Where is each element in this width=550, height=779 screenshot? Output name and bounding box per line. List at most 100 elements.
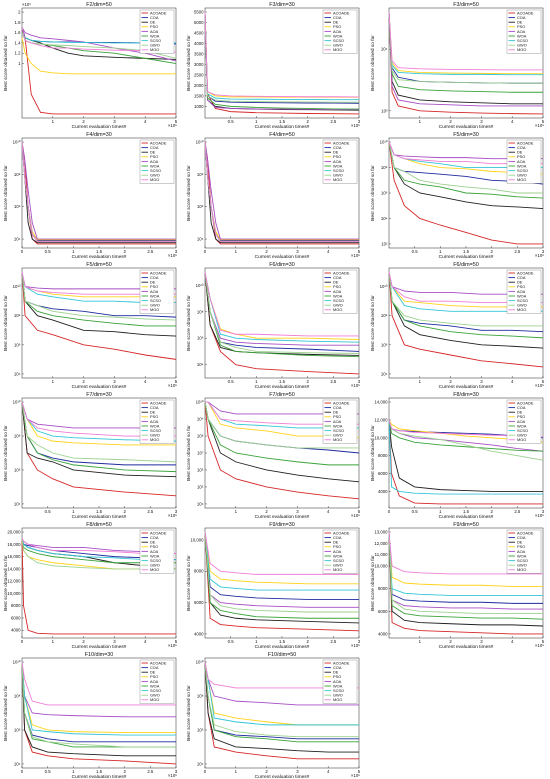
x-tick-label: 1 bbox=[235, 249, 238, 254]
chart-title: F9/dim=50 bbox=[453, 522, 479, 528]
series-line-acoade bbox=[21, 538, 176, 635]
y-axis-label: Best score obtained so far bbox=[370, 555, 376, 611]
x-tick-label: 2 bbox=[82, 119, 85, 124]
y-tick-label: 10¹⁰ bbox=[379, 284, 387, 289]
legend-entry: ACOADE bbox=[333, 10, 350, 15]
y-tick-label: 2500 bbox=[194, 72, 204, 77]
legend-entry: COA bbox=[150, 275, 159, 280]
legend-entry: AOA bbox=[333, 29, 342, 34]
y-tick-label: 2000 bbox=[194, 83, 204, 88]
legend-entry: ACOADE bbox=[150, 140, 167, 145]
x-tick-label: 2.5 bbox=[331, 119, 338, 124]
legend-entry: DE bbox=[333, 540, 339, 545]
x-exponent: ×10⁵ bbox=[535, 513, 544, 518]
series-line-woa bbox=[204, 401, 360, 466]
chart-panel: F10/dim=30 10⁴ 10⁶ 10⁸ 10¹⁰ 0 0.5 1 1.5 2 2.5 3 ×10⁵… bbox=[0, 650, 183, 779]
legend-entry: DE bbox=[333, 670, 339, 675]
legend-entry: COA bbox=[333, 275, 342, 280]
y-tick-label: 8000 bbox=[11, 603, 21, 608]
x-tick-label: 5 bbox=[358, 509, 361, 514]
y-axis-label: Best score obtained so far bbox=[370, 295, 376, 351]
chart-title: F9/dim=30 bbox=[269, 522, 295, 528]
y-tick-label: 1500 bbox=[194, 93, 204, 98]
legend-entry: ACOADE bbox=[333, 400, 350, 405]
x-exponent: ×10⁵ bbox=[535, 643, 544, 648]
legend-entry: COA bbox=[517, 275, 526, 280]
chart-panel: F3/dim=50 10³ 10⁴ 1 2 3 4 5 ×10⁵ Current evaluati… bbox=[367, 0, 550, 130]
series-line-de bbox=[21, 272, 177, 337]
series-line-scso bbox=[21, 538, 176, 561]
x-tick-label: 1 bbox=[418, 639, 421, 644]
series-line-scso bbox=[21, 662, 176, 736]
legend-entry: DE bbox=[333, 20, 339, 25]
x-tick-label: 5 bbox=[175, 379, 178, 384]
x-tick-label: 2 bbox=[307, 119, 310, 124]
x-tick-label: 2.5 bbox=[514, 509, 521, 514]
y-axis-label: Best score obtained so far bbox=[3, 555, 9, 611]
legend-entry: WOA bbox=[150, 683, 160, 688]
legend-entry: WOA bbox=[150, 293, 160, 298]
series-line-gwo bbox=[204, 662, 360, 738]
legend-entry: DE bbox=[517, 540, 523, 545]
y-tick-label: 13,000 bbox=[374, 530, 388, 535]
y-tick-label: 2 bbox=[18, 10, 21, 15]
y-tick-label: 10⁶ bbox=[197, 336, 204, 341]
legend-entry: GWO bbox=[333, 173, 343, 178]
chart-panel: F2/dim=50 1 1.2 1.4 1.6 1.8 2 ×10⁹ 1 2 3 4 5 ×10⁵ Curr… bbox=[0, 0, 183, 130]
legend-entry: MGO bbox=[333, 307, 342, 312]
chart-panel: F9/dim=50 4000 6000 8000 10,000 11,000 12,000 1… bbox=[367, 520, 550, 650]
legend-entry: WOA bbox=[150, 33, 160, 38]
legend-entry: AOA bbox=[150, 419, 159, 424]
series-line-gwo bbox=[204, 401, 360, 449]
y-tick-label: 6000 bbox=[11, 615, 21, 620]
legend-entry: COA bbox=[517, 145, 526, 150]
legend-entry: SCSO bbox=[333, 38, 344, 43]
legend-entry: GWO bbox=[150, 173, 160, 178]
y-tick-label: 10⁸ bbox=[14, 172, 21, 177]
legend-entry: COA bbox=[333, 15, 342, 20]
y-tick-label: 10⁴ bbox=[197, 362, 204, 367]
chart-title: F10/dim=30 bbox=[85, 652, 114, 658]
series-line-acoade bbox=[204, 402, 360, 500]
x-exponent: ×10⁵ bbox=[168, 643, 177, 648]
x-exponent: ×10⁵ bbox=[535, 123, 544, 128]
y-tick-label: 10,000 bbox=[7, 591, 21, 596]
x-tick-label: 2 bbox=[449, 639, 452, 644]
x-tick-label: 2.5 bbox=[331, 379, 338, 384]
y-tick-label: 1.6 bbox=[15, 30, 22, 35]
chart-panel: F3/dim=30 1000 1500 2000 2500 3000 3500 4000 450… bbox=[183, 0, 366, 130]
y-tick-label: 1.8 bbox=[15, 20, 22, 25]
legend-entry: SCSO bbox=[333, 168, 344, 173]
x-tick-label: 2 bbox=[490, 509, 493, 514]
chart-title: F2/dim=50 bbox=[86, 2, 112, 8]
legend-entry: DE bbox=[333, 410, 339, 415]
y-tick-label: 10² bbox=[381, 241, 388, 246]
legend-entry: DE bbox=[333, 150, 339, 155]
legend-entry: AOA bbox=[517, 419, 526, 424]
y-axis-label: Best score obtained so far bbox=[186, 295, 192, 351]
y-tick-label: 10⁴ bbox=[14, 761, 21, 766]
legend-entry: PSO bbox=[517, 24, 525, 29]
x-tick-label: 2.5 bbox=[331, 639, 338, 644]
x-tick-label: 2 bbox=[307, 639, 310, 644]
y-tick-label: 10⁶ bbox=[197, 727, 204, 732]
chart-panel: F5/dim=30 10² 10⁴ 10⁶ 10⁸ 10¹⁰ 0.5 1 1.5 2 2.5 3 ×10… bbox=[367, 130, 550, 260]
y-tick-label: 10⁴ bbox=[380, 47, 387, 52]
y-tick-label: 10³ bbox=[381, 108, 388, 113]
legend-entry: MGO bbox=[517, 437, 526, 442]
series-line-aoa bbox=[204, 661, 360, 706]
legend-entry: GWO bbox=[517, 303, 527, 308]
legend-entry: GWO bbox=[150, 563, 160, 568]
chart-title: F4/dim=30 bbox=[86, 132, 112, 138]
legend-entry: COA bbox=[517, 405, 526, 410]
chart-svg: F6/dim=30 10⁴ 10⁶ 10⁸ 10¹⁰ 0.5 1 1.5 2 2.5 3×10⁵ Cu… bbox=[186, 262, 361, 390]
series-line-woa bbox=[388, 12, 543, 93]
legend-entry: DE bbox=[517, 410, 523, 415]
series-line-aoa bbox=[204, 142, 360, 240]
x-tick-label: 2 bbox=[123, 249, 126, 254]
